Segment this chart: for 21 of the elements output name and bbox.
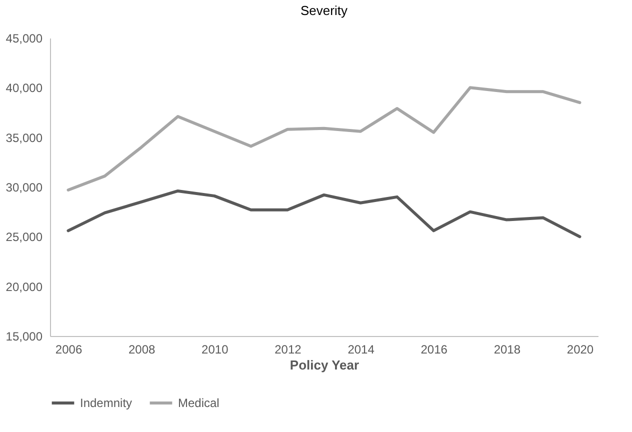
x-tick-label: 2020 [566,342,594,356]
legend-label: Medical [178,396,220,410]
x-axis-title: Policy Year [290,358,360,372]
x-tick-label: 2006 [55,342,82,356]
x-tick-label: 2014 [348,342,375,356]
x-tick-label: 2016 [420,342,448,356]
y-tick-label: 25,000 [6,230,43,244]
y-tick-label: 15,000 [6,330,43,344]
x-tick-label: 2010 [202,342,229,356]
x-tick-label: 2008 [128,342,156,356]
line-series [66,189,582,238]
x-tick-label: 2018 [494,342,521,356]
y-tick-label: 45,000 [6,32,43,46]
legend-label: Indemnity [80,396,132,410]
y-tick-label: 40,000 [6,81,43,96]
y-tick-label: 35,000 [6,130,43,145]
y-tick-label: 30,000 [6,180,43,194]
x-tick-label: 2012 [274,342,302,356]
chart-title: Severity [300,3,348,18]
line-series [66,86,582,192]
y-tick-label: 20,000 [6,280,43,294]
